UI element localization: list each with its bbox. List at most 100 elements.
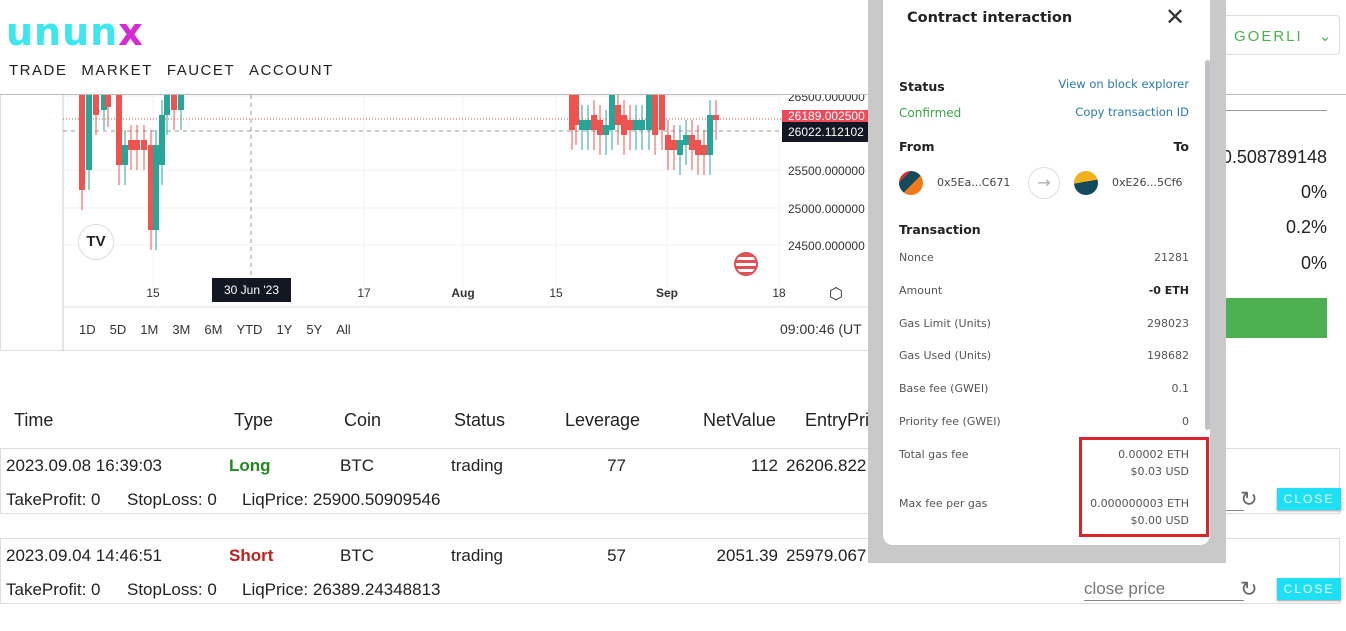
- candle: [683, 135, 689, 145]
- modal-scrollbar[interactable]: [1205, 60, 1210, 430]
- table-row: [0, 538, 1340, 604]
- candle: [713, 115, 719, 120]
- range-1d[interactable]: 1D: [79, 322, 96, 337]
- candle: [105, 95, 111, 107]
- range-1y[interactable]: 1Y: [276, 322, 293, 337]
- tx-row-label: Nonce: [899, 251, 934, 264]
- candle: [689, 135, 695, 150]
- row-status: trading: [451, 456, 503, 475]
- close-price-input[interactable]: close price: [1084, 579, 1244, 601]
- tradingview-logo[interactable]: TV: [78, 224, 114, 260]
- transaction-label: Transaction: [899, 222, 981, 237]
- row-coin: BTC: [340, 546, 374, 565]
- refresh-icon[interactable]: ↻: [1240, 578, 1258, 601]
- range-1m[interactable]: 1M: [140, 322, 159, 337]
- nav-market[interactable]: MARKET: [81, 62, 153, 79]
- tx-row-label: Gas Used (Units): [899, 349, 992, 363]
- candle: [695, 140, 701, 155]
- candle: [153, 145, 159, 230]
- from-avatar: [899, 171, 923, 195]
- candle: [659, 95, 665, 130]
- range-6m[interactable]: 6M: [204, 322, 223, 337]
- us-flag-icon: [734, 252, 758, 276]
- candle: [116, 95, 122, 165]
- time-tick: 18: [772, 286, 786, 300]
- price-label-last: 26189.002500: [782, 110, 870, 122]
- time-tick: 15: [146, 286, 160, 300]
- max-fee-usd: $0.00 USD: [1130, 514, 1190, 527]
- candle: [101, 95, 107, 110]
- price-tick: 25500.000000: [788, 164, 865, 178]
- view-explorer-link[interactable]: View on block explorer: [1058, 77, 1189, 91]
- status-label: Status: [899, 79, 945, 94]
- candle: [585, 120, 591, 130]
- tx-row-value: 198682: [1147, 349, 1189, 363]
- candlestick-chart[interactable]: 26500.000000 25500.000000 25000.000000 2450…: [1, 95, 871, 351]
- to-label: To: [1173, 139, 1189, 154]
- candle: [164, 95, 170, 115]
- row-entryprice: 26206.822: [786, 456, 867, 475]
- time-tick: 15: [549, 286, 563, 300]
- candle: [646, 95, 652, 130]
- value-3: 0%: [1300, 253, 1327, 273]
- nav-trade[interactable]: TRADE: [9, 62, 68, 79]
- tx-row-label: Gas Limit (Units): [899, 316, 991, 330]
- col-time: Time: [14, 410, 54, 430]
- row-netvalue: 112: [750, 456, 778, 475]
- right-divider: [1222, 110, 1327, 111]
- tx-row-value: -0 ETH: [1148, 283, 1189, 297]
- to-address[interactable]: 0xE26...5Cf6: [1112, 176, 1183, 189]
- candle: [93, 95, 99, 115]
- range-5d[interactable]: 5D: [109, 322, 127, 337]
- row-type: Short: [229, 546, 274, 565]
- nav-account[interactable]: ACCOUNT: [249, 62, 334, 79]
- col-type: Type: [234, 410, 274, 430]
- candle: [603, 125, 609, 135]
- nav-faucet[interactable]: FAUCET: [166, 62, 236, 79]
- refresh-icon[interactable]: ↻: [1240, 488, 1258, 511]
- price-chart[interactable]: 26500.000000 25500.000000 25000.000000 2450…: [0, 95, 871, 351]
- candle: [609, 95, 615, 130]
- candle: [579, 120, 585, 130]
- close-position-button[interactable]: CLOSE: [1277, 578, 1341, 600]
- close-icon[interactable]: ✕: [1165, 3, 1186, 31]
- price-label-cursor: 26022.112102: [782, 122, 870, 142]
- balance-value: 0.508789148: [1221, 147, 1327, 167]
- range-ytd[interactable]: YTD: [236, 322, 263, 337]
- tx-row-label: Priority fee (GWEI): [899, 415, 1001, 428]
- candle: [633, 120, 639, 130]
- range-3m[interactable]: 3M: [172, 322, 191, 337]
- from-address[interactable]: 0x5Ea...C671: [937, 176, 1011, 189]
- tx-row-value: 0.1: [1171, 382, 1190, 396]
- candle: [141, 140, 147, 150]
- row-status: trading: [451, 546, 503, 565]
- range-all[interactable]: All: [336, 322, 351, 337]
- chart-clock: 09:00:46 (UT: [780, 321, 862, 337]
- price-tick: 24500.000000: [788, 239, 865, 253]
- modal-title: Contract interaction: [907, 10, 1073, 26]
- candle: [79, 95, 85, 190]
- main-nav: TRADE MARKET FAUCET ACCOUNT: [9, 62, 334, 79]
- settings-icon[interactable]: ⬡: [829, 286, 843, 303]
- candle: [639, 120, 645, 130]
- copy-tx-id-link[interactable]: Copy transaction ID: [1075, 105, 1189, 119]
- submit-button[interactable]: [1222, 298, 1327, 338]
- candle: [671, 140, 677, 150]
- close-position-button[interactable]: CLOSE: [1277, 488, 1341, 510]
- status-badge: Confirmed: [899, 106, 962, 120]
- row-stoploss: StopLoss: 0: [127, 490, 217, 509]
- transaction-details-modal: Contract interaction ✕ Status Confirmed …: [883, 0, 1210, 545]
- range-5y[interactable]: 5Y: [306, 322, 323, 337]
- tx-row-value: 21281: [1154, 251, 1189, 264]
- candle: [573, 95, 579, 125]
- row-leverage: 77: [607, 456, 626, 475]
- header-divider: [0, 94, 1346, 95]
- logo[interactable]: ununx: [6, 10, 144, 54]
- table-row: [0, 448, 1340, 514]
- total-gas-usd: $0.03 USD: [1130, 465, 1190, 478]
- row-type: Long: [229, 456, 271, 475]
- total-gas-eth: 0.00002 ETH: [1118, 448, 1189, 461]
- candle: [652, 95, 658, 135]
- network-selector[interactable]: GOERLI ⌄: [1215, 15, 1340, 55]
- row-time: 2023.09.04 14:46:51: [6, 546, 162, 565]
